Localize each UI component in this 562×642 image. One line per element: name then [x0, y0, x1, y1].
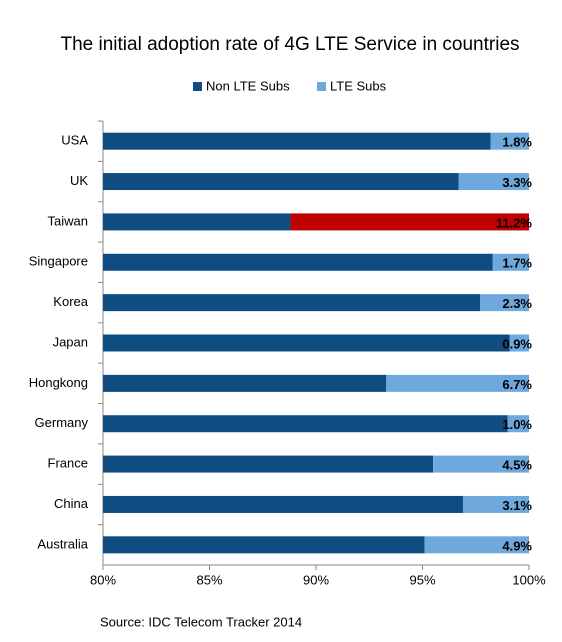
value-label: 4.5%	[502, 458, 532, 473]
bar-segment	[103, 253, 493, 271]
value-label: 3.3%	[502, 175, 532, 190]
bar-segment	[103, 334, 510, 352]
x-tick-label: 85%	[196, 572, 222, 587]
x-tick-label: 90%	[303, 572, 329, 587]
y-tick-label: Japan	[53, 334, 88, 349]
bar-segment	[103, 173, 459, 191]
bar-segment	[424, 536, 529, 554]
y-tick-label: USA	[61, 133, 88, 148]
bar-segment	[103, 294, 481, 312]
value-label: 1.8%	[502, 135, 532, 150]
legend-label: LTE Subs	[330, 78, 387, 93]
y-tick-label: UK	[70, 173, 88, 188]
x-tick-label: 80%	[90, 572, 116, 587]
y-tick-label: Germany	[35, 415, 89, 430]
y-tick-label: Taiwan	[48, 213, 88, 228]
value-label: 1.0%	[502, 417, 532, 432]
bar-segment	[103, 536, 425, 554]
legend-label: Non LTE Subs	[206, 78, 290, 93]
bar-segment	[509, 334, 529, 352]
bar-segment	[290, 213, 529, 231]
value-label: 6.7%	[502, 377, 532, 392]
bar-segment	[103, 495, 463, 513]
value-label: 0.9%	[502, 336, 532, 351]
value-label: 1.7%	[502, 256, 532, 271]
bar-segment	[458, 173, 529, 191]
value-label: 4.9%	[502, 538, 532, 553]
x-tick-label: 100%	[512, 572, 546, 587]
bar-segment	[490, 132, 529, 150]
bar-segment	[103, 374, 387, 392]
bar-segment	[433, 455, 529, 473]
value-label: 11.2%	[496, 215, 533, 230]
bar-segment	[103, 455, 434, 473]
bar-segment	[462, 495, 529, 513]
bar-segment	[103, 132, 491, 150]
legend-swatch	[317, 82, 326, 91]
y-tick-label: Hongkong	[29, 375, 88, 390]
y-tick-label: Singapore	[29, 254, 88, 269]
bar-segment	[492, 253, 529, 271]
x-tick-label: 95%	[409, 572, 435, 587]
bar-segment	[480, 294, 529, 312]
value-label: 3.1%	[502, 498, 532, 513]
chart-title: The initial adoption rate of 4G LTE Serv…	[60, 34, 519, 55]
bar-segment	[103, 415, 508, 433]
y-tick-label: Australia	[37, 536, 88, 551]
source-note: Source: IDC Telecom Tracker 2014	[100, 614, 302, 629]
y-tick-label: China	[54, 496, 89, 511]
y-tick-label: Korea	[53, 294, 88, 309]
y-tick-label: France	[48, 456, 88, 471]
value-label: 2.3%	[502, 296, 532, 311]
legend-swatch	[193, 82, 202, 91]
bar-segment	[507, 415, 529, 433]
bar-segment	[386, 374, 529, 392]
bar-segment	[103, 213, 291, 231]
